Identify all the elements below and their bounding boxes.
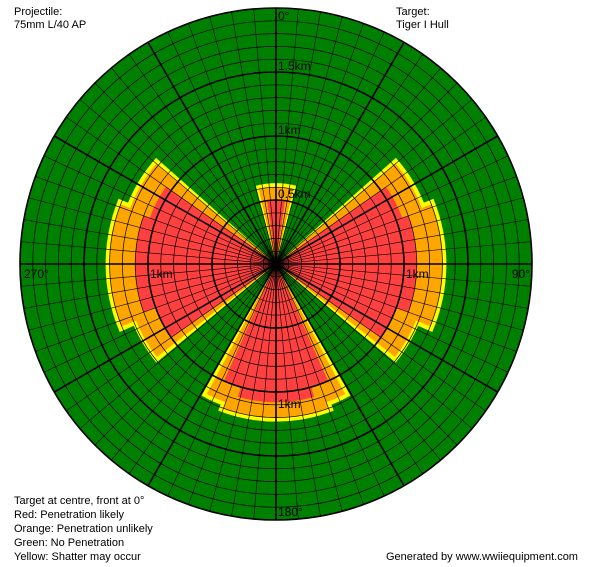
angle-spoke [94,263,277,446]
penetration-likely-zone-6 [223,264,276,388]
angle-spoke [79,263,277,429]
range-label-2: 1.5km [278,59,311,73]
angle-spoke [79,99,277,265]
angle-spoke [209,263,277,512]
angle-spoke [128,54,277,265]
credit-text: Generated by www.wwiiequipment.com [386,551,578,563]
angle-spoke [147,41,277,265]
target-value: Tiger I Hull [396,19,449,31]
angle-spoke [275,263,385,497]
chart-labels: 0.5km 1km 1.5km 1km 1km 1km 0° 90° 180° 270° [24,9,530,519]
angle-spoke [28,197,277,265]
angle-label-1: 90° [512,267,530,281]
range-label-3: 1km [406,267,429,281]
angle-spoke [275,263,364,505]
penetration-likely-zone-4 [276,264,329,388]
angle-spoke [28,263,277,331]
angle-spoke [275,263,321,517]
angle-spoke [275,219,529,265]
angle-spoke [111,263,277,461]
angle-spoke [275,263,517,352]
angle-spoke [275,263,532,287]
angle-spoke [43,155,277,265]
projectile-value: 75mm L/40 AP [14,19,87,31]
angle-spoke [275,23,364,265]
angle-spoke [275,41,405,265]
angle-label-0: 0° [278,9,290,23]
angle-spoke [275,263,499,393]
angle-spoke [275,263,424,474]
angle-spoke [53,263,277,393]
angle-spoke [275,176,517,265]
note-red: Red: Penetration likely [14,509,125,521]
angle-spoke [253,263,277,520]
angle-spoke [128,263,277,474]
angle-spoke [275,263,441,461]
range-label-1: 1km [278,123,301,137]
angle-spoke [275,263,524,331]
angle-spoke [275,82,458,265]
note-orange: Orange: Penetration unlikely [14,523,153,535]
angle-spoke [275,263,529,309]
angle-spoke [275,241,532,265]
penetration-likely-zone-1 [276,186,403,264]
penetration-likely-zone-3 [276,264,397,338]
angle-spoke [209,16,277,265]
angle-spoke [275,135,499,265]
angle-spoke [23,219,277,265]
angle-spoke [275,263,509,373]
penetration-likely-zone-7 [155,264,276,338]
angle-spoke [188,263,277,505]
note-green: Green: No Penetration [14,537,125,549]
range-label-0: 0.5km [278,187,311,201]
angle-spoke [35,263,277,352]
angle-spoke [275,263,473,429]
angle-spoke [167,31,277,265]
angle-spoke [66,263,277,412]
angle-spoke [275,16,343,265]
angle-spoke [231,263,277,517]
angle-spoke [231,11,277,265]
angle-spoke [275,263,458,446]
angle-spoke [275,263,343,512]
angle-label-2: 180° [278,505,303,519]
angle-spoke [275,263,299,520]
angle-spoke [275,99,473,265]
angle-spoke [275,116,486,265]
target-label: Target: [396,6,430,18]
note-yellow: Yellow: Shatter may occur [14,551,141,563]
angle-spoke [167,263,277,497]
angle-spoke [111,67,277,265]
range-label-4: 1km [278,397,301,411]
polar-grid [19,7,533,521]
projectile-label: Projectile: [14,6,63,18]
angle-spoke [275,263,486,412]
angle-spoke [275,263,405,487]
angle-spoke [275,67,441,265]
angle-spoke [23,263,277,309]
angle-spoke [275,31,385,265]
angle-spoke [275,197,524,265]
angle-spoke [275,54,424,265]
angle-spoke [20,241,277,265]
angle-spoke [275,11,321,265]
angle-spoke [275,155,509,265]
angle-spoke [20,263,277,287]
angle-label-3: 270° [24,267,49,281]
angle-spoke [35,176,277,265]
note-front: Target at centre, front at 0° [14,495,145,507]
penetration-likely-zone-9 [149,186,276,264]
range-label-5: 1km [150,267,173,281]
angle-spoke [53,135,277,265]
angle-spoke [94,82,277,265]
angle-spoke [147,263,277,487]
angle-spoke [43,263,277,373]
angle-spoke [253,8,277,265]
angle-spoke [188,23,277,265]
angle-spoke [275,8,299,265]
angle-spoke [66,116,277,265]
